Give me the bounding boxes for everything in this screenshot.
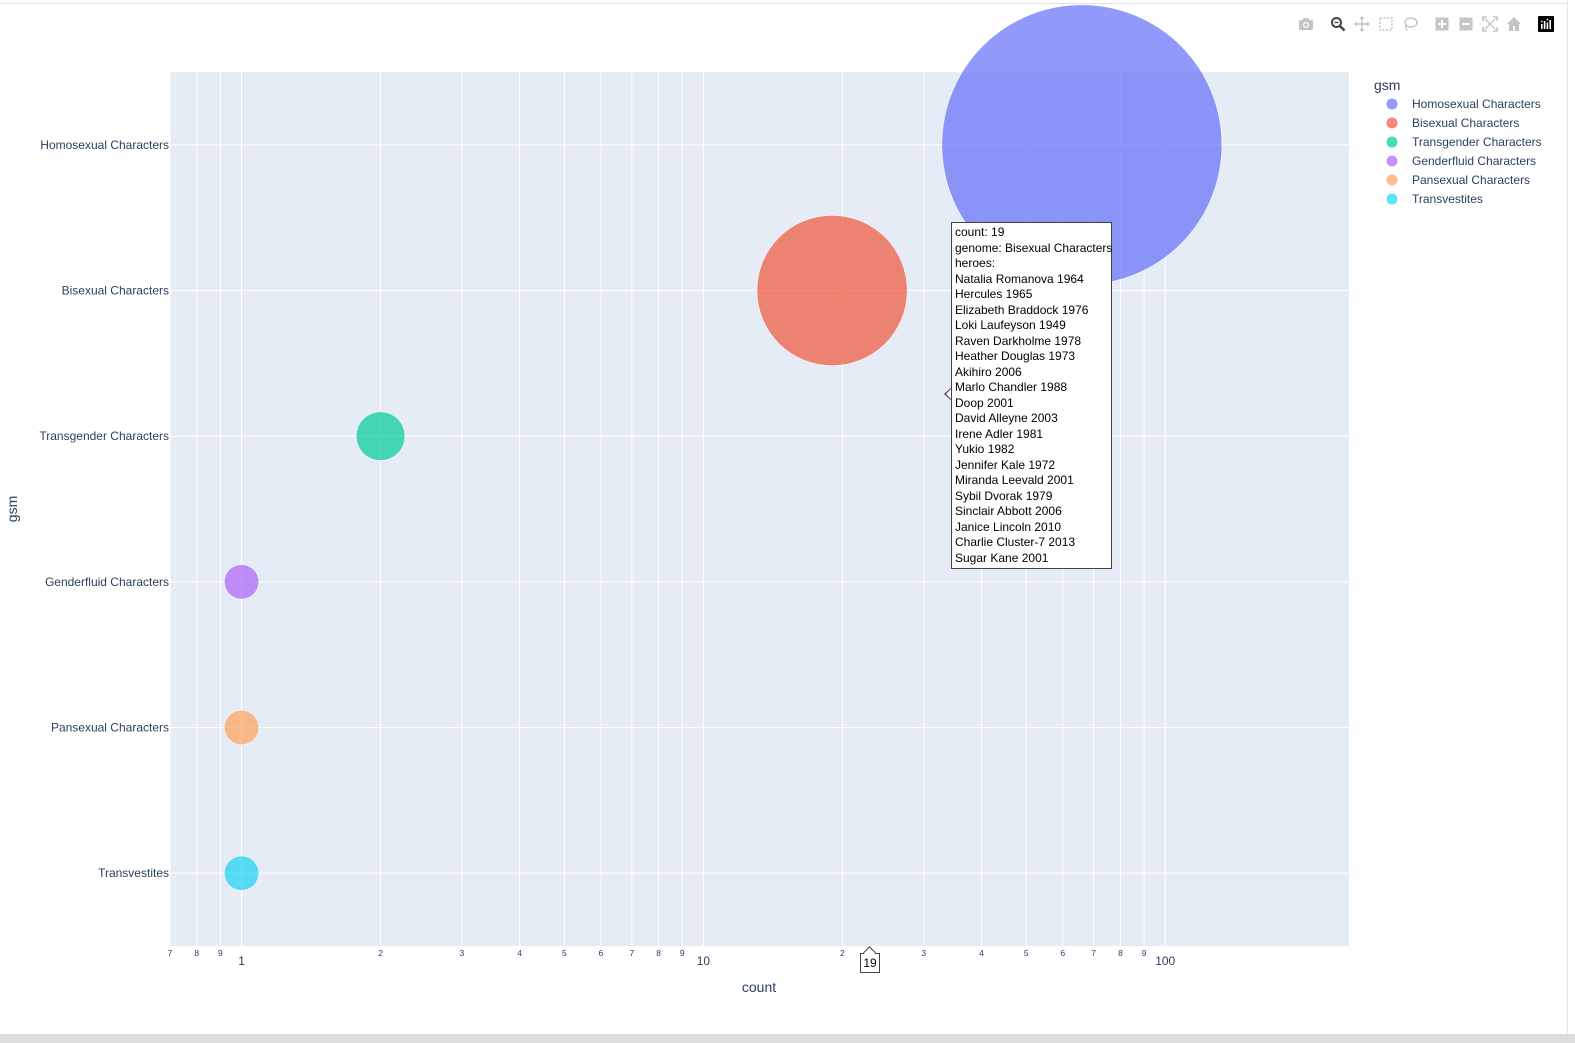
x-major-tick-label: 10 [697, 954, 711, 968]
legend-marker[interactable] [1386, 98, 1398, 110]
tooltip-line: Heather Douglas 1973 [955, 349, 1076, 363]
tooltip-line: Raven Darkholme 1978 [955, 333, 1082, 348]
legend: gsm Homosexual Characters Bisexual Charac… [1374, 77, 1542, 206]
legend-title: gsm [1374, 77, 1400, 93]
legend-item-label[interactable]: Transvestites [1412, 192, 1483, 206]
x-minor-tick-label: 4 [517, 948, 522, 958]
zoom-icon[interactable] [1326, 14, 1350, 34]
x-major-tick-label: 100 [1155, 954, 1175, 968]
bubble-transgender-characters[interactable] [355, 411, 406, 461]
x-minor-tick-label: 6 [599, 948, 604, 958]
tooltip-line: Irene Adler 1981 [955, 426, 1044, 441]
tooltip-line: count: 19 [955, 225, 1005, 239]
bubble-bisexual-characters[interactable] [756, 215, 908, 366]
bubbles[interactable] [224, 4, 1223, 891]
bottom-scrollbar[interactable] [0, 1034, 1575, 1043]
right-border [1567, 0, 1568, 1036]
legend-marker[interactable] [1386, 117, 1398, 129]
tooltip-line: Hercules 1965 [955, 287, 1033, 301]
legend-item-label[interactable]: Homosexual Characters [1412, 97, 1541, 111]
tooltip-line: Miranda Leevald 2001 [955, 473, 1074, 487]
x-minor-tick-label: 2 [840, 948, 845, 958]
reset-axes-icon[interactable] [1502, 14, 1526, 34]
lasso-icon[interactable] [1398, 14, 1422, 34]
x-minor-tick-label: 5 [1024, 948, 1029, 958]
y-tick-label: Genderfluid Characters [45, 575, 169, 589]
y-axis-ticks: Homosexual Characters Bisexual Characters… [39, 138, 169, 880]
x-axis-title: count [742, 979, 776, 995]
y-tick-label: Pansexual Characters [51, 721, 169, 735]
tooltip-line: Natalia Romanova 1964 [955, 271, 1084, 286]
tooltip-line: Sugar Kane 2001 [955, 550, 1049, 565]
x-spike-label: 19 [860, 953, 880, 973]
pan-icon[interactable] [1350, 14, 1374, 34]
legend-marker[interactable] [1386, 193, 1398, 205]
tooltip-line: Doop 2001 [955, 395, 1014, 410]
x-minor-tick-label: 9 [680, 948, 685, 958]
tooltip-line: Jennifer Kale 1972 [955, 457, 1056, 472]
bubble-transvestites[interactable] [224, 855, 260, 891]
box-select-icon[interactable] [1374, 14, 1398, 34]
legend-item-label[interactable]: Genderfluid Characters [1412, 154, 1536, 168]
bubble-genderfluid-characters[interactable] [224, 564, 260, 600]
bubble-pansexual-characters[interactable] [224, 710, 260, 745]
zoom-out-icon[interactable] [1454, 14, 1478, 34]
x-minor-tick-label: 4 [979, 948, 984, 958]
tooltip-line: Yukio 1982 [955, 442, 1015, 456]
legend-item-label[interactable]: Transgender Characters [1412, 135, 1542, 149]
tooltip-line: heroes: [955, 256, 996, 270]
hover-tooltip: count: 19 genome: Bisexual Characters hero… [951, 222, 1112, 569]
tooltip-line: Charlie Cluster-7 2013 [955, 535, 1076, 549]
y-tick-label: Transgender Characters [39, 429, 169, 443]
top-border [0, 3, 1568, 4]
tooltip-line: Sinclair Abbott 2006 [955, 504, 1062, 518]
x-minor-tick-label: 8 [656, 948, 661, 958]
grid-lines [169, 72, 1349, 946]
y-axis-title: gsm [4, 496, 20, 522]
tooltip-line: Janice Lincoln 2010 [955, 519, 1062, 534]
x-major-tick-label: 1 [238, 954, 245, 968]
tooltip-line: Akihiro 2006 [955, 364, 1022, 379]
camera-icon[interactable] [1294, 14, 1318, 34]
x-minor-tick-label: 2 [378, 948, 383, 958]
legend-marker[interactable] [1386, 174, 1398, 186]
x-minor-tick-label: 8 [194, 948, 199, 958]
autoscale-icon[interactable] [1478, 14, 1502, 34]
y-tick-label: Homosexual Characters [40, 138, 169, 152]
x-minor-tick-label: 9 [218, 948, 223, 958]
legend-marker[interactable] [1386, 155, 1398, 167]
y-tick-label: Transvestites [98, 866, 169, 880]
tooltip-line: genome: Bisexual Characters [955, 240, 1113, 255]
x-minor-tick-label: 8 [1118, 948, 1123, 958]
x-minor-tick-label: 6 [1060, 948, 1065, 958]
tooltip-line: Loki Laufeyson 1949 [955, 318, 1066, 332]
tooltip-line: Sybil Dvorak 1979 [955, 488, 1053, 503]
x-minor-tick-label: 9 [1142, 948, 1147, 958]
x-minor-tick-label: 7 [168, 948, 173, 958]
x-minor-tick-label: 5 [562, 948, 567, 958]
plotly-logo-icon[interactable] [1534, 14, 1558, 34]
hover-pointer-fill [946, 388, 952, 400]
zoom-in-icon[interactable] [1430, 14, 1454, 34]
modebar [1294, 14, 1558, 34]
x-minor-tick-label: 7 [629, 948, 634, 958]
x-minor-tick-label: 7 [1091, 948, 1096, 958]
y-tick-label: Bisexual Characters [62, 284, 169, 298]
x-axis-ticks: 7 8 9 2 3 4 5 6 7 8 9 2 3 4 5 6 7 8 9 1 10 100 [168, 948, 1176, 968]
x-minor-tick-label: 3 [460, 948, 465, 958]
legend-item-label[interactable]: Pansexual Characters [1412, 173, 1530, 187]
tooltip-line: David Alleyne 2003 [955, 411, 1058, 425]
tooltip-line: Marlo Chandler 1988 [955, 380, 1068, 394]
legend-item-label[interactable]: Bisexual Characters [1412, 116, 1519, 130]
tooltip-line: Elizabeth Braddock 1976 [955, 302, 1089, 317]
x-minor-tick-label: 3 [921, 948, 926, 958]
legend-marker[interactable] [1386, 136, 1398, 148]
